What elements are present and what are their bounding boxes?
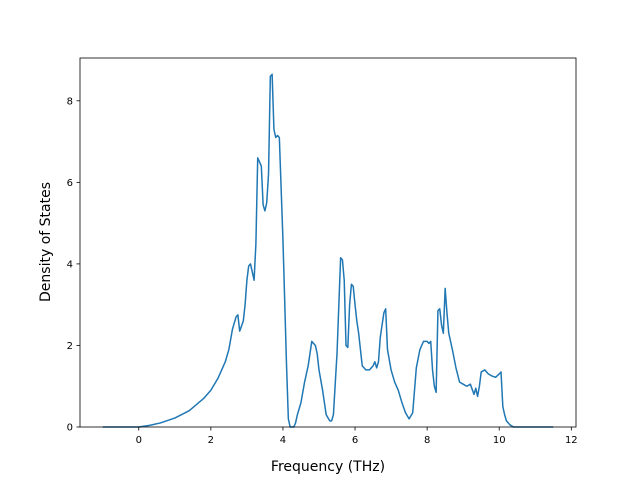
- x-tick-label: 12: [565, 435, 578, 446]
- x-tick-label: 8: [424, 435, 430, 446]
- y-tick-label: 8: [67, 96, 73, 107]
- y-tick-label: 6: [67, 178, 73, 189]
- x-axis-ticks: 0 2 4 6 8 10 12: [136, 427, 578, 446]
- plot-frame: [79, 57, 577, 428]
- x-tick-label: 0: [136, 435, 142, 446]
- x-tick-label: 6: [352, 435, 358, 446]
- y-tick-label: 4: [67, 259, 73, 270]
- plot-area: [80, 58, 576, 427]
- y-tick-label: 0: [67, 423, 73, 434]
- x-tick-label: 2: [208, 435, 214, 446]
- y-tick-label: 2: [67, 341, 73, 352]
- y-axis-label: Density of States: [38, 182, 54, 302]
- series-line: [102, 73, 554, 428]
- x-tick-label: 10: [493, 435, 506, 446]
- x-tick-label: 4: [280, 435, 286, 446]
- y-axis-ticks: 0 2 4 6 8: [67, 96, 80, 434]
- x-axis-label: Frequency (THz): [271, 459, 385, 475]
